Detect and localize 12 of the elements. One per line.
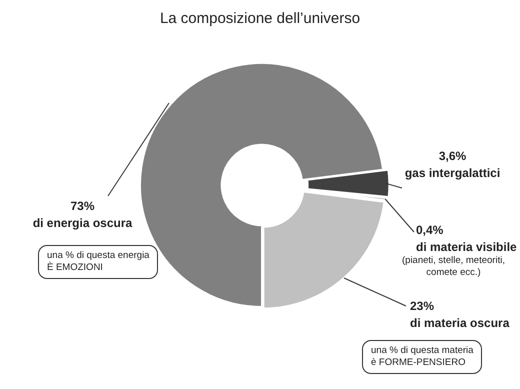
- slice-label: gas intergalattici: [404, 166, 500, 180]
- slice-label: di energia oscura: [32, 216, 132, 230]
- text: una % di questa energia È EMOZIONI: [38, 245, 158, 279]
- data-label: 73%: [70, 199, 95, 213]
- text: (pianeti, stelle, meteoriti, comete ecc.): [402, 255, 505, 279]
- data-label: 23%: [410, 299, 434, 313]
- chart-title: La composizione dell’universo: [158, 10, 362, 27]
- slice-label: di materia oscura: [410, 316, 510, 330]
- data-label: 0,4%: [416, 223, 444, 237]
- text: una % di questa materia è FORME-PENSIERO: [362, 340, 482, 374]
- slice-label: di materia visibile: [416, 240, 517, 254]
- data-label: 3,6%: [438, 149, 466, 163]
